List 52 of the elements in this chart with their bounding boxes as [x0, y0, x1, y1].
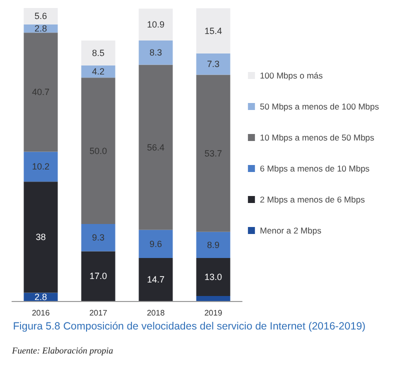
- bar: [81, 251, 116, 301]
- legend-label: 2 Mbps a menos de 6 Mbps: [260, 194, 365, 204]
- bar: [138, 64, 173, 230]
- bar: [196, 53, 230, 75]
- bar: [24, 32, 58, 152]
- bar: [196, 258, 230, 296]
- x-tick-label: 2019: [204, 308, 223, 318]
- data-label: 56.4: [146, 142, 165, 152]
- data-label: 10.2: [32, 162, 50, 172]
- data-label: 14.7: [146, 274, 165, 284]
- x-tick-label: 2018: [146, 308, 166, 318]
- x-tick-label: 2016: [32, 308, 50, 318]
- data-label: 8.3: [149, 48, 162, 58]
- data-label: 2.8: [34, 23, 48, 34]
- bar: [196, 232, 230, 258]
- data-label: 9.6: [149, 238, 162, 249]
- data-label: 9.3: [92, 232, 105, 243]
- x-tick-label: 2017: [89, 308, 108, 318]
- data-label: 17.0: [89, 271, 108, 282]
- data-label: 13.0: [204, 272, 222, 282]
- bar: [138, 8, 173, 40]
- bar: [138, 258, 173, 301]
- legend-label: Menor a 2 Mbps: [260, 226, 322, 236]
- bar: [138, 230, 173, 258]
- data-label: 40.7: [32, 87, 50, 98]
- bar: [81, 224, 116, 252]
- data-label: 8.5: [92, 48, 105, 58]
- data-label: 4.2: [92, 66, 105, 77]
- data-label: 8.9: [206, 240, 220, 250]
- bar: [24, 8, 58, 24]
- data-label: 5.6: [34, 11, 48, 22]
- legend-label: 6 Mbps a menos de 10 Mbps: [260, 164, 370, 174]
- bar: [81, 40, 116, 66]
- source-note: Fuente: Elaboración propia: [11, 346, 114, 356]
- data-label: 2.8: [34, 292, 48, 302]
- legend-label: 10 Mbps a menos de 50 Mbps: [260, 132, 374, 142]
- bar: [196, 74, 230, 232]
- bar: [24, 152, 58, 182]
- data-label: 53.7: [204, 148, 222, 158]
- data-label: 7.3: [206, 59, 220, 70]
- bar: [81, 78, 116, 224]
- data-label: 38: [36, 232, 46, 242]
- legend-label: 100 Mbps o más: [260, 70, 323, 80]
- data-label: 10.9: [146, 20, 165, 30]
- legend-label: 50 Mbps a menos de 100 Mbps: [260, 102, 380, 112]
- bar: [196, 296, 230, 301]
- data-label: 50.0: [89, 146, 108, 156]
- text: Figura 5.8 Composición de velocidades del servicio de Internet (2016-2019): [13, 320, 366, 332]
- bar: [24, 182, 58, 293]
- bar: [138, 40, 173, 65]
- bar: [196, 8, 230, 54]
- data-label: 15.4: [204, 26, 222, 36]
